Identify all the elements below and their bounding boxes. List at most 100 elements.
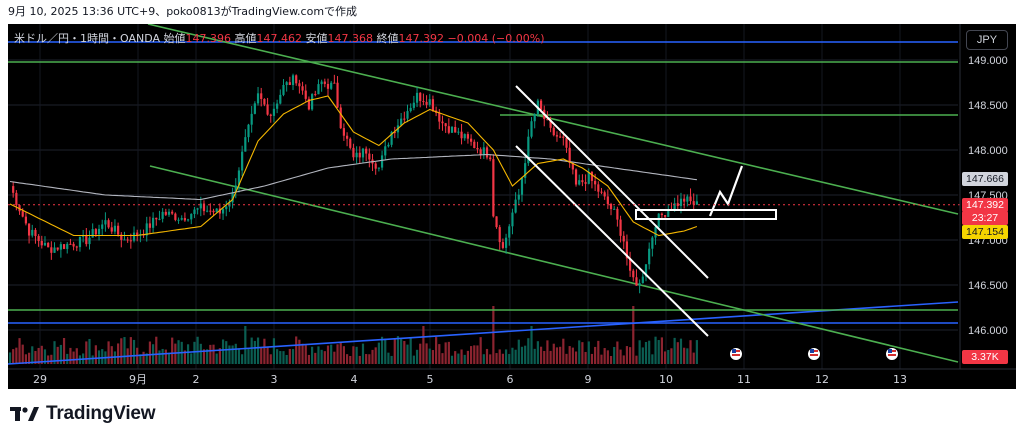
volume-bar	[129, 337, 132, 364]
volume-bar	[320, 349, 323, 364]
volume-bar	[307, 354, 311, 364]
candle-body	[155, 217, 158, 220]
us-flag-event-icon	[888, 349, 892, 353]
volume-bar	[215, 353, 218, 364]
volume-bar	[638, 340, 641, 364]
volume-bar	[613, 346, 616, 364]
candle-body	[400, 118, 403, 126]
volume-bar	[473, 345, 476, 364]
candle-body	[244, 137, 247, 152]
volume-bar	[606, 350, 609, 364]
volume-bar	[190, 353, 193, 364]
volume-bar	[301, 343, 304, 364]
volume-bar	[326, 345, 330, 364]
volume-bar	[47, 355, 50, 364]
candle-body	[241, 151, 244, 171]
candle-body	[581, 180, 584, 183]
volume-bar	[59, 344, 62, 364]
candle-body	[88, 237, 91, 245]
candle-body	[648, 248, 651, 265]
volume-bar	[552, 343, 555, 364]
candle-body	[635, 277, 638, 286]
candle-body	[62, 244, 66, 249]
volume-bar	[476, 345, 479, 364]
volume-bar	[339, 342, 342, 364]
volume-bar	[323, 351, 326, 364]
candle-body	[501, 242, 504, 248]
candle-body	[129, 240, 132, 242]
candle-body	[466, 134, 470, 139]
candle-body	[66, 243, 69, 249]
volume-bar	[85, 341, 88, 364]
candle-body	[37, 236, 40, 241]
volume-bar	[533, 348, 536, 364]
candle-body	[409, 107, 412, 112]
candle-body	[355, 152, 358, 158]
annotation-support-box	[635, 209, 777, 220]
volume-bar	[463, 354, 466, 364]
volume-bar	[466, 350, 470, 364]
volume-bar	[679, 338, 683, 364]
volume-bar	[75, 348, 78, 364]
candle-body	[250, 113, 253, 125]
candle-body	[504, 237, 508, 248]
candle-body	[34, 229, 37, 237]
candle-body	[47, 242, 50, 248]
candle-body	[616, 208, 619, 220]
price-chart[interactable]: 149.000148.500148.000147.500147.000146.5…	[8, 24, 1016, 389]
volume-bar	[250, 337, 253, 364]
candle-body	[606, 196, 609, 204]
candle-body	[298, 83, 301, 87]
candle-body	[24, 216, 27, 224]
volume-bar	[237, 348, 241, 364]
candle-body	[174, 213, 177, 220]
candle-body	[654, 227, 657, 238]
candle-body	[609, 203, 613, 210]
volume-bar	[24, 354, 27, 364]
volume-bar	[380, 336, 384, 364]
ma200-line	[9, 153, 697, 201]
volume-bar	[171, 337, 174, 364]
candle-body	[282, 84, 285, 95]
candle-body	[374, 163, 377, 169]
candle-body	[422, 101, 425, 103]
volume-bar	[311, 346, 314, 364]
candle-body	[342, 128, 345, 136]
candle-body	[568, 147, 571, 164]
volume-bar	[279, 351, 282, 364]
volume-bar	[142, 351, 145, 364]
candle-body	[177, 219, 180, 221]
candle-body	[247, 124, 250, 138]
candle-body	[622, 235, 625, 242]
candle-body	[562, 136, 565, 138]
volume-bar	[355, 346, 358, 364]
candle-body	[276, 103, 279, 109]
low-value: 147.368	[327, 32, 374, 45]
time-axis-label: 29	[33, 373, 47, 386]
candle-body	[101, 224, 104, 229]
volume-bar	[148, 341, 152, 364]
currency-button[interactable]: JPY	[966, 30, 1008, 50]
volume-bar	[231, 345, 234, 364]
tradingview-logo[interactable]: TradingView	[10, 402, 156, 426]
volume-bar	[345, 354, 349, 364]
candle-body	[323, 81, 326, 84]
volume-bar	[285, 354, 288, 364]
chart-area[interactable]: 149.000 148.500 148.000 147.500 147.000 146.5…	[8, 24, 1016, 389]
volume-bar	[66, 353, 69, 364]
ma20-line	[9, 95, 698, 237]
candle-body	[660, 213, 663, 216]
candle-body	[326, 83, 330, 89]
ma200-price-tag: 147.666	[962, 172, 1008, 186]
candle-body	[473, 141, 476, 149]
volume-bar	[27, 352, 31, 364]
candle-body	[164, 211, 167, 215]
volume-bar	[368, 354, 371, 364]
annotation-channel-lower	[515, 145, 709, 337]
candle-body	[231, 192, 234, 203]
volume-bar	[520, 346, 524, 364]
volume-bar	[524, 345, 527, 364]
candle-body	[574, 169, 578, 185]
us-flag-event-icon	[888, 354, 896, 356]
candle-body	[584, 182, 587, 184]
